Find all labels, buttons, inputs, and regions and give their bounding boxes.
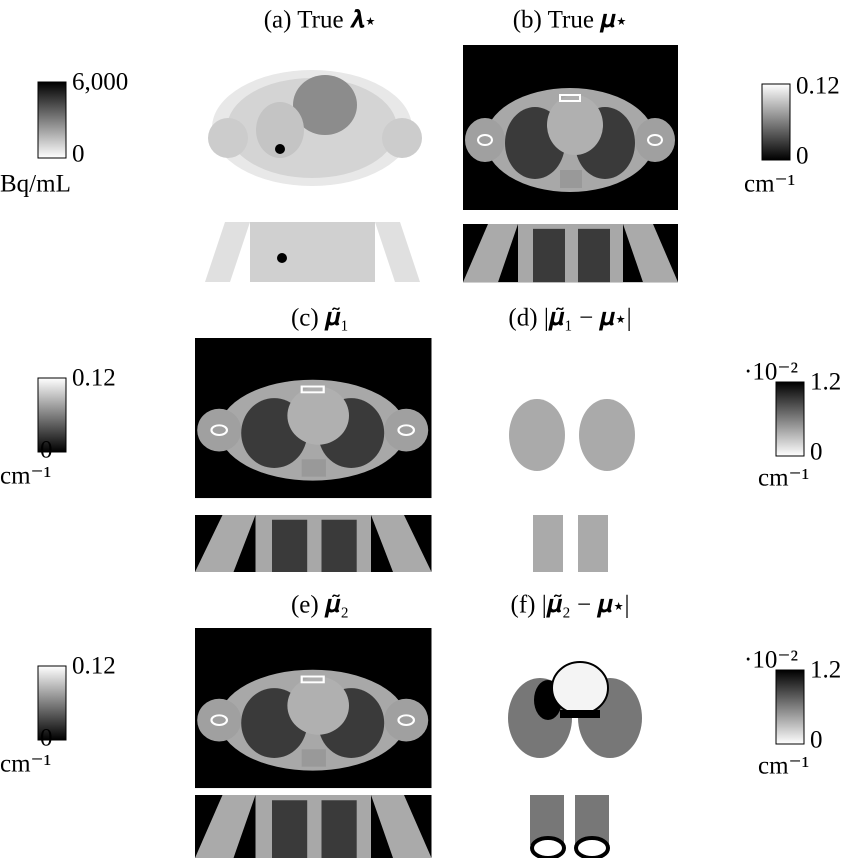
image-f bbox=[508, 662, 642, 858]
panel-title: (b) True 𝝁⋆ bbox=[513, 7, 628, 34]
colorbar-unit: cm⁻¹ bbox=[758, 753, 809, 780]
image-e bbox=[195, 628, 432, 788]
image-c-coronal bbox=[195, 515, 432, 572]
colorbar-max: 6,000 bbox=[72, 69, 128, 96]
panel-title: (a) True 𝝀⋆ bbox=[264, 7, 377, 34]
colorbar: ·10⁻² 1.2 0 cm⁻¹ bbox=[744, 359, 841, 492]
colorbar-min: 0 bbox=[810, 439, 823, 466]
colorbar-max: 1.2 bbox=[810, 369, 841, 396]
colorbar: 0.12 0 cm⁻¹ bbox=[744, 73, 840, 198]
panel-title: (f) |𝝁̃₂ − 𝝁⋆| bbox=[511, 592, 630, 619]
figure: (a) True 𝝀⋆ (b) True 𝝁⋆ 6,000 0 Bq/mL 0.… bbox=[0, 0, 862, 858]
colorbar-unit: cm⁻¹ bbox=[0, 751, 51, 778]
colorbar-min: 0 bbox=[796, 143, 809, 170]
colorbar-max: 0.12 bbox=[72, 653, 116, 680]
colorbar: 0.12 0 cm⁻¹ bbox=[0, 365, 116, 490]
colorbar-max: 1.2 bbox=[810, 657, 841, 684]
image-b bbox=[463, 45, 678, 210]
panel-title: (c) 𝝁̃₁ bbox=[291, 305, 349, 332]
panel-title: (d) |𝝁̃₁ − 𝝁⋆| bbox=[508, 305, 631, 332]
colorbar-min: 0 bbox=[40, 437, 53, 464]
colorbar-max: 0.12 bbox=[796, 73, 840, 100]
colorbar: ·10⁻² 1.2 0 cm⁻¹ bbox=[744, 647, 841, 780]
colorbar-max: 0.12 bbox=[72, 365, 116, 392]
colorbar: 0.12 0 cm⁻¹ bbox=[0, 653, 116, 778]
colorbar: 6,000 0 Bq/mL bbox=[0, 69, 128, 198]
colorbar-min: 0 bbox=[40, 725, 53, 752]
image-d bbox=[509, 399, 635, 572]
colorbar-unit: Bq/mL bbox=[0, 171, 71, 198]
colorbar-unit: cm⁻¹ bbox=[758, 465, 809, 492]
colorbar-unit: cm⁻¹ bbox=[744, 171, 795, 198]
image-c bbox=[195, 338, 432, 498]
image-a-coronal bbox=[205, 222, 420, 282]
image-b-coronal bbox=[463, 224, 678, 282]
image-a bbox=[208, 70, 422, 186]
panel-title: (e) 𝝁̃₂ bbox=[291, 592, 349, 619]
colorbar-min: 0 bbox=[810, 727, 823, 754]
colorbar-min: 0 bbox=[72, 141, 85, 168]
colorbar-unit: cm⁻¹ bbox=[0, 463, 51, 490]
image-e-coronal bbox=[195, 795, 432, 858]
